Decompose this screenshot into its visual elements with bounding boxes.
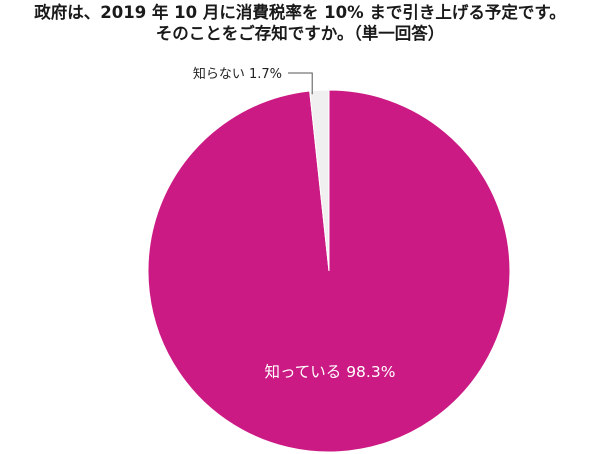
- title-line-2: そのことをご存知ですか。（単一回答）: [155, 24, 445, 43]
- label-known: 知っている 98.3%: [265, 363, 396, 381]
- label-unknown: 知らない 1.7%: [193, 66, 282, 82]
- leader-line: [288, 72, 313, 95]
- title-line-1: 政府は、2019 年 10 月に消費税率を 10% まで引き上げる予定です。: [34, 3, 566, 22]
- chart-title: 政府は、2019 年 10 月に消費税率を 10% まで引き上げる予定です。 そ…: [0, 2, 600, 44]
- pie-slice-unknown: [309, 89, 330, 272]
